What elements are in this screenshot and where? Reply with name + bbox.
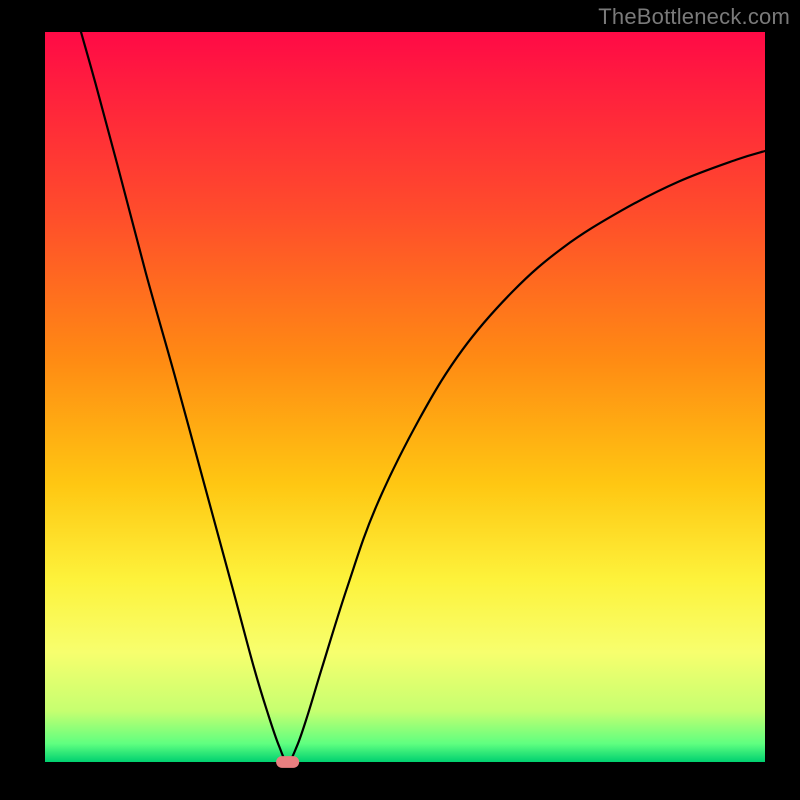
optimum-marker [276,756,299,768]
chart-frame: TheBottleneck.com [0,0,800,800]
watermark-text: TheBottleneck.com [598,4,790,30]
chart-background [45,32,765,762]
bottleneck-chart [0,0,800,800]
